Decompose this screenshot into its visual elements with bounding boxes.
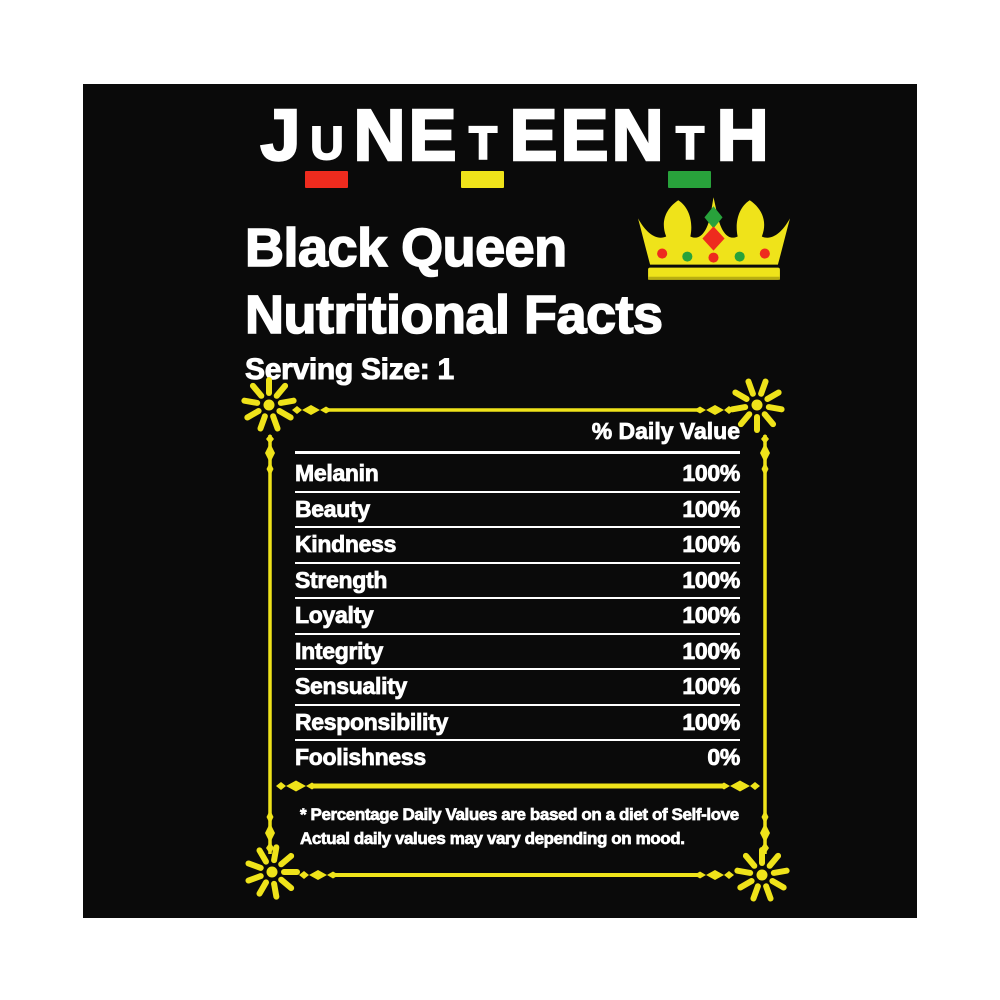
row-label: Responsibility bbox=[295, 708, 449, 735]
table-row: Responsibility 100% bbox=[295, 706, 741, 741]
daily-value-header: % Daily Value bbox=[591, 418, 740, 445]
crown-jewel-green-diamond bbox=[704, 206, 723, 229]
title-letter: J bbox=[259, 96, 302, 176]
crown-jewel-red-diamond bbox=[702, 226, 725, 251]
serving-size-label: Serving Size: 1 bbox=[245, 353, 455, 387]
row-value: 100% bbox=[682, 460, 741, 487]
table-row: Beauty 100% bbox=[295, 493, 741, 528]
table-row: Sensuality 100% bbox=[295, 670, 741, 706]
footnote: * Percentage Daily Values are based on a… bbox=[300, 803, 770, 851]
heading-line2: Nutritional Facts bbox=[244, 284, 664, 346]
title-letter-group: T bbox=[460, 117, 506, 188]
ornament-line-top bbox=[292, 405, 734, 415]
table-row: Kindness 100% bbox=[295, 528, 741, 564]
row-label: Integrity bbox=[295, 637, 384, 664]
table-row: Integrity 100% bbox=[295, 635, 741, 670]
row-label: Melanin bbox=[295, 460, 380, 487]
row-label: Kindness bbox=[295, 531, 397, 558]
page-title: Black Queen Nutritional Facts bbox=[244, 215, 664, 349]
ornament-vline-left bbox=[265, 434, 275, 854]
title-letter: E bbox=[559, 96, 610, 176]
table-row: Strength 100% bbox=[295, 564, 741, 599]
title-letter-underline bbox=[461, 171, 504, 188]
title-letter: N bbox=[352, 96, 407, 176]
row-value: 100% bbox=[682, 566, 741, 593]
row-value: 100% bbox=[682, 637, 741, 664]
flower-ornament-top-left bbox=[241, 377, 297, 432]
ornament-line-middle bbox=[276, 780, 760, 792]
row-value: 100% bbox=[682, 673, 741, 700]
footnote-line1: * Percentage Daily Values are based on a… bbox=[300, 805, 740, 825]
ornament-line-bottom bbox=[299, 870, 734, 880]
title-letter: E bbox=[508, 96, 559, 176]
title-letter: N bbox=[610, 96, 665, 176]
row-label: Strength bbox=[295, 566, 388, 593]
title-letter-group: U bbox=[303, 117, 349, 188]
row-label: Beauty bbox=[295, 495, 371, 522]
table-row: Loyalty 100% bbox=[295, 599, 741, 635]
facts-table: Melanin 100% Beauty 100% Kindness 100% Strengt… bbox=[295, 457, 741, 775]
row-value: 0% bbox=[707, 744, 741, 771]
footnote-line2: Actual daily values may vary depending o… bbox=[300, 829, 686, 849]
flower-ornament-bottom-right bbox=[734, 847, 790, 902]
flower-ornament-bottom-left bbox=[245, 844, 300, 900]
row-value: 100% bbox=[682, 531, 741, 558]
header-divider bbox=[295, 451, 740, 454]
row-value: 100% bbox=[682, 708, 741, 735]
row-label: Sensuality bbox=[295, 673, 408, 700]
heading-line1: Black Queen bbox=[244, 217, 568, 279]
flower-ornament-top-right bbox=[729, 378, 785, 433]
title-letter-underline bbox=[304, 171, 348, 188]
table-row: Foolishness 0% bbox=[295, 741, 741, 775]
row-value: 100% bbox=[682, 602, 741, 629]
row-label: Loyalty bbox=[295, 602, 375, 629]
crown-icon bbox=[638, 197, 790, 280]
title-letter: T bbox=[468, 117, 498, 169]
title-letter: U bbox=[309, 117, 344, 169]
title-letter: H bbox=[715, 96, 770, 176]
table-row: Melanin 100% bbox=[295, 457, 741, 493]
title-letter: T bbox=[675, 117, 705, 169]
row-label: Foolishness bbox=[295, 744, 427, 771]
title-letter-group: T bbox=[667, 117, 713, 188]
title-letter-underline bbox=[668, 171, 712, 188]
row-value: 100% bbox=[682, 495, 741, 522]
title-letter: E bbox=[407, 96, 458, 176]
ornament-vline-right bbox=[760, 434, 770, 854]
